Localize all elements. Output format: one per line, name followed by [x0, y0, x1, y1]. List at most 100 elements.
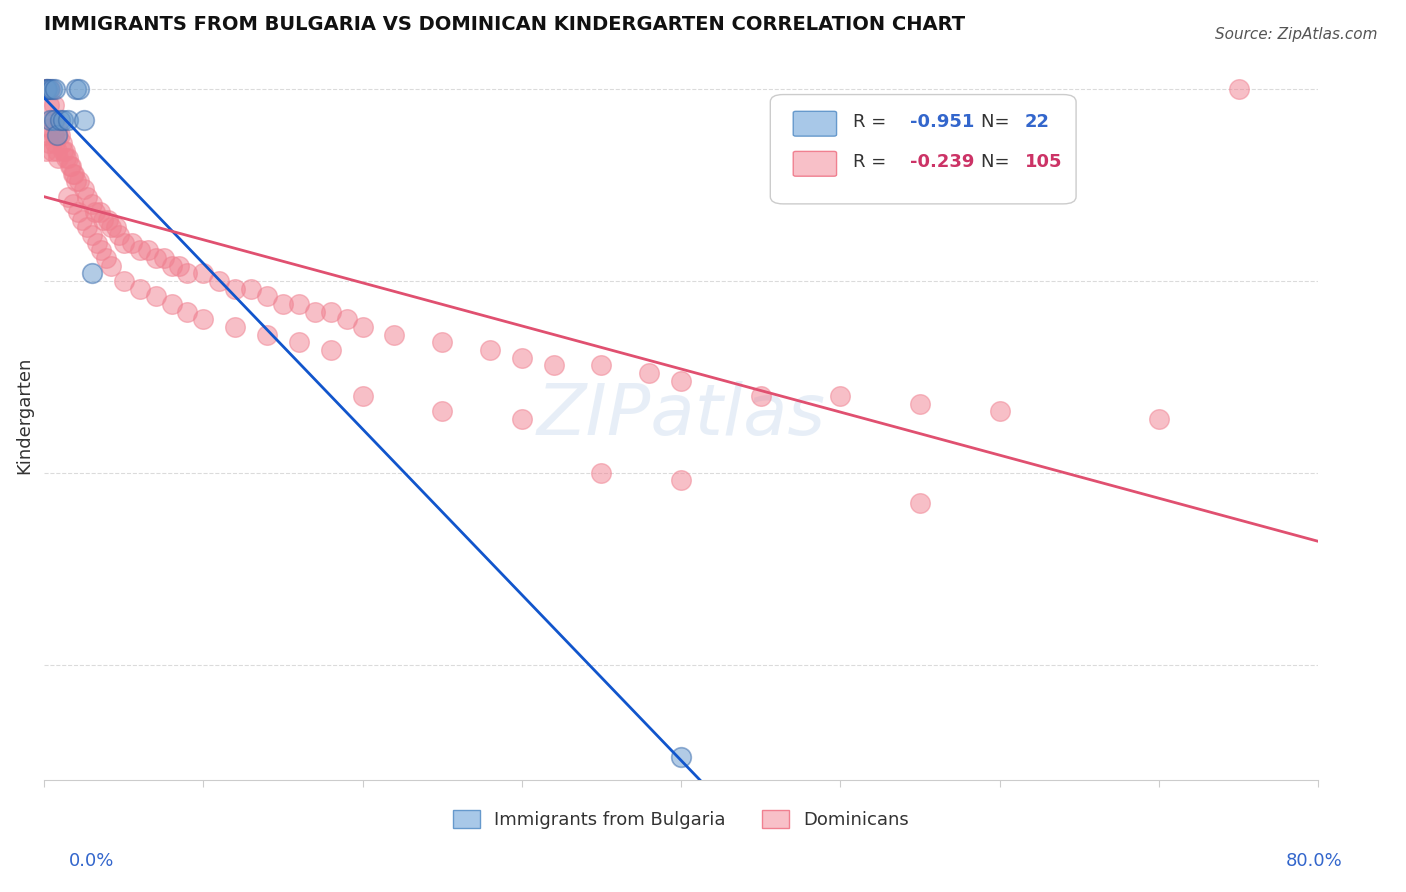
Point — [73, 182, 96, 196]
Point — [304, 304, 326, 318]
Text: 80.0%: 80.0% — [1286, 852, 1343, 870]
Point — [479, 343, 502, 357]
Point — [80, 227, 103, 242]
Y-axis label: Kindergarten: Kindergarten — [15, 357, 32, 474]
Point — [988, 404, 1011, 418]
Point — [41, 144, 63, 158]
Point — [908, 397, 931, 411]
FancyBboxPatch shape — [793, 152, 837, 177]
Text: N=: N= — [980, 113, 1015, 131]
Text: R =: R = — [853, 153, 893, 171]
Point — [128, 282, 150, 296]
Point — [73, 112, 96, 127]
Point — [256, 327, 278, 342]
Point — [62, 167, 84, 181]
Point — [80, 266, 103, 280]
Text: 105: 105 — [1025, 153, 1063, 171]
Point — [76, 189, 98, 203]
Point — [72, 212, 94, 227]
Point — [58, 159, 80, 173]
Point — [510, 412, 533, 426]
FancyBboxPatch shape — [793, 112, 837, 136]
Point — [56, 151, 79, 165]
Point — [638, 366, 661, 380]
Point — [35, 82, 58, 96]
Text: -0.239: -0.239 — [911, 153, 974, 171]
Point — [908, 496, 931, 510]
Point — [45, 120, 67, 135]
Point — [112, 235, 135, 250]
Point — [38, 136, 60, 150]
Point — [39, 82, 62, 96]
Point — [224, 320, 246, 334]
Point — [193, 266, 215, 280]
Point — [41, 112, 63, 127]
Point — [91, 212, 114, 227]
Point — [35, 82, 58, 96]
Point — [749, 389, 772, 403]
Legend: Immigrants from Bulgaria, Dominicans: Immigrants from Bulgaria, Dominicans — [446, 803, 917, 836]
Point — [37, 82, 59, 96]
Point — [669, 374, 692, 388]
Text: IMMIGRANTS FROM BULGARIA VS DOMINICAN KINDERGARTEN CORRELATION CHART: IMMIGRANTS FROM BULGARIA VS DOMINICAN KI… — [44, 15, 966, 34]
Text: ZIPatlas: ZIPatlas — [537, 381, 825, 450]
Point — [104, 220, 127, 235]
Point — [51, 136, 73, 150]
Point — [42, 97, 65, 112]
Point — [67, 174, 90, 188]
Point — [591, 466, 613, 480]
Point — [193, 312, 215, 326]
Point — [49, 128, 72, 143]
Point — [510, 351, 533, 365]
Point — [65, 82, 87, 96]
Point — [100, 220, 122, 235]
Point — [543, 359, 565, 373]
Point — [41, 82, 63, 96]
Point — [66, 205, 89, 219]
Point — [45, 144, 67, 158]
Point — [160, 297, 183, 311]
Point — [67, 82, 90, 96]
Point — [44, 82, 66, 96]
Point — [319, 343, 342, 357]
Point — [84, 205, 107, 219]
Point — [45, 128, 67, 143]
Point — [288, 297, 311, 311]
Point — [52, 112, 75, 127]
Point — [52, 144, 75, 158]
FancyBboxPatch shape — [770, 95, 1076, 204]
Point — [38, 82, 60, 96]
Point — [56, 112, 79, 127]
Point — [432, 335, 454, 350]
Point — [90, 244, 112, 258]
Point — [39, 120, 62, 135]
Point — [86, 235, 108, 250]
Point — [63, 167, 86, 181]
Point — [240, 282, 263, 296]
Point — [169, 259, 191, 273]
Point — [152, 251, 174, 265]
Point — [319, 304, 342, 318]
Text: R =: R = — [853, 113, 893, 131]
Point — [121, 235, 143, 250]
Point — [352, 389, 374, 403]
Text: 0.0%: 0.0% — [69, 852, 114, 870]
Point — [53, 144, 76, 158]
Point — [39, 112, 62, 127]
Point — [432, 404, 454, 418]
Point — [1227, 82, 1250, 96]
Point — [128, 244, 150, 258]
Point — [55, 151, 77, 165]
Point — [100, 259, 122, 273]
Point — [97, 212, 120, 227]
Point — [42, 128, 65, 143]
Point — [44, 136, 66, 150]
Text: Source: ZipAtlas.com: Source: ZipAtlas.com — [1215, 27, 1378, 42]
Point — [35, 144, 58, 158]
Point — [384, 327, 406, 342]
Point — [256, 289, 278, 303]
Point — [60, 159, 83, 173]
Point — [352, 320, 374, 334]
Point — [112, 274, 135, 288]
Point — [80, 197, 103, 211]
